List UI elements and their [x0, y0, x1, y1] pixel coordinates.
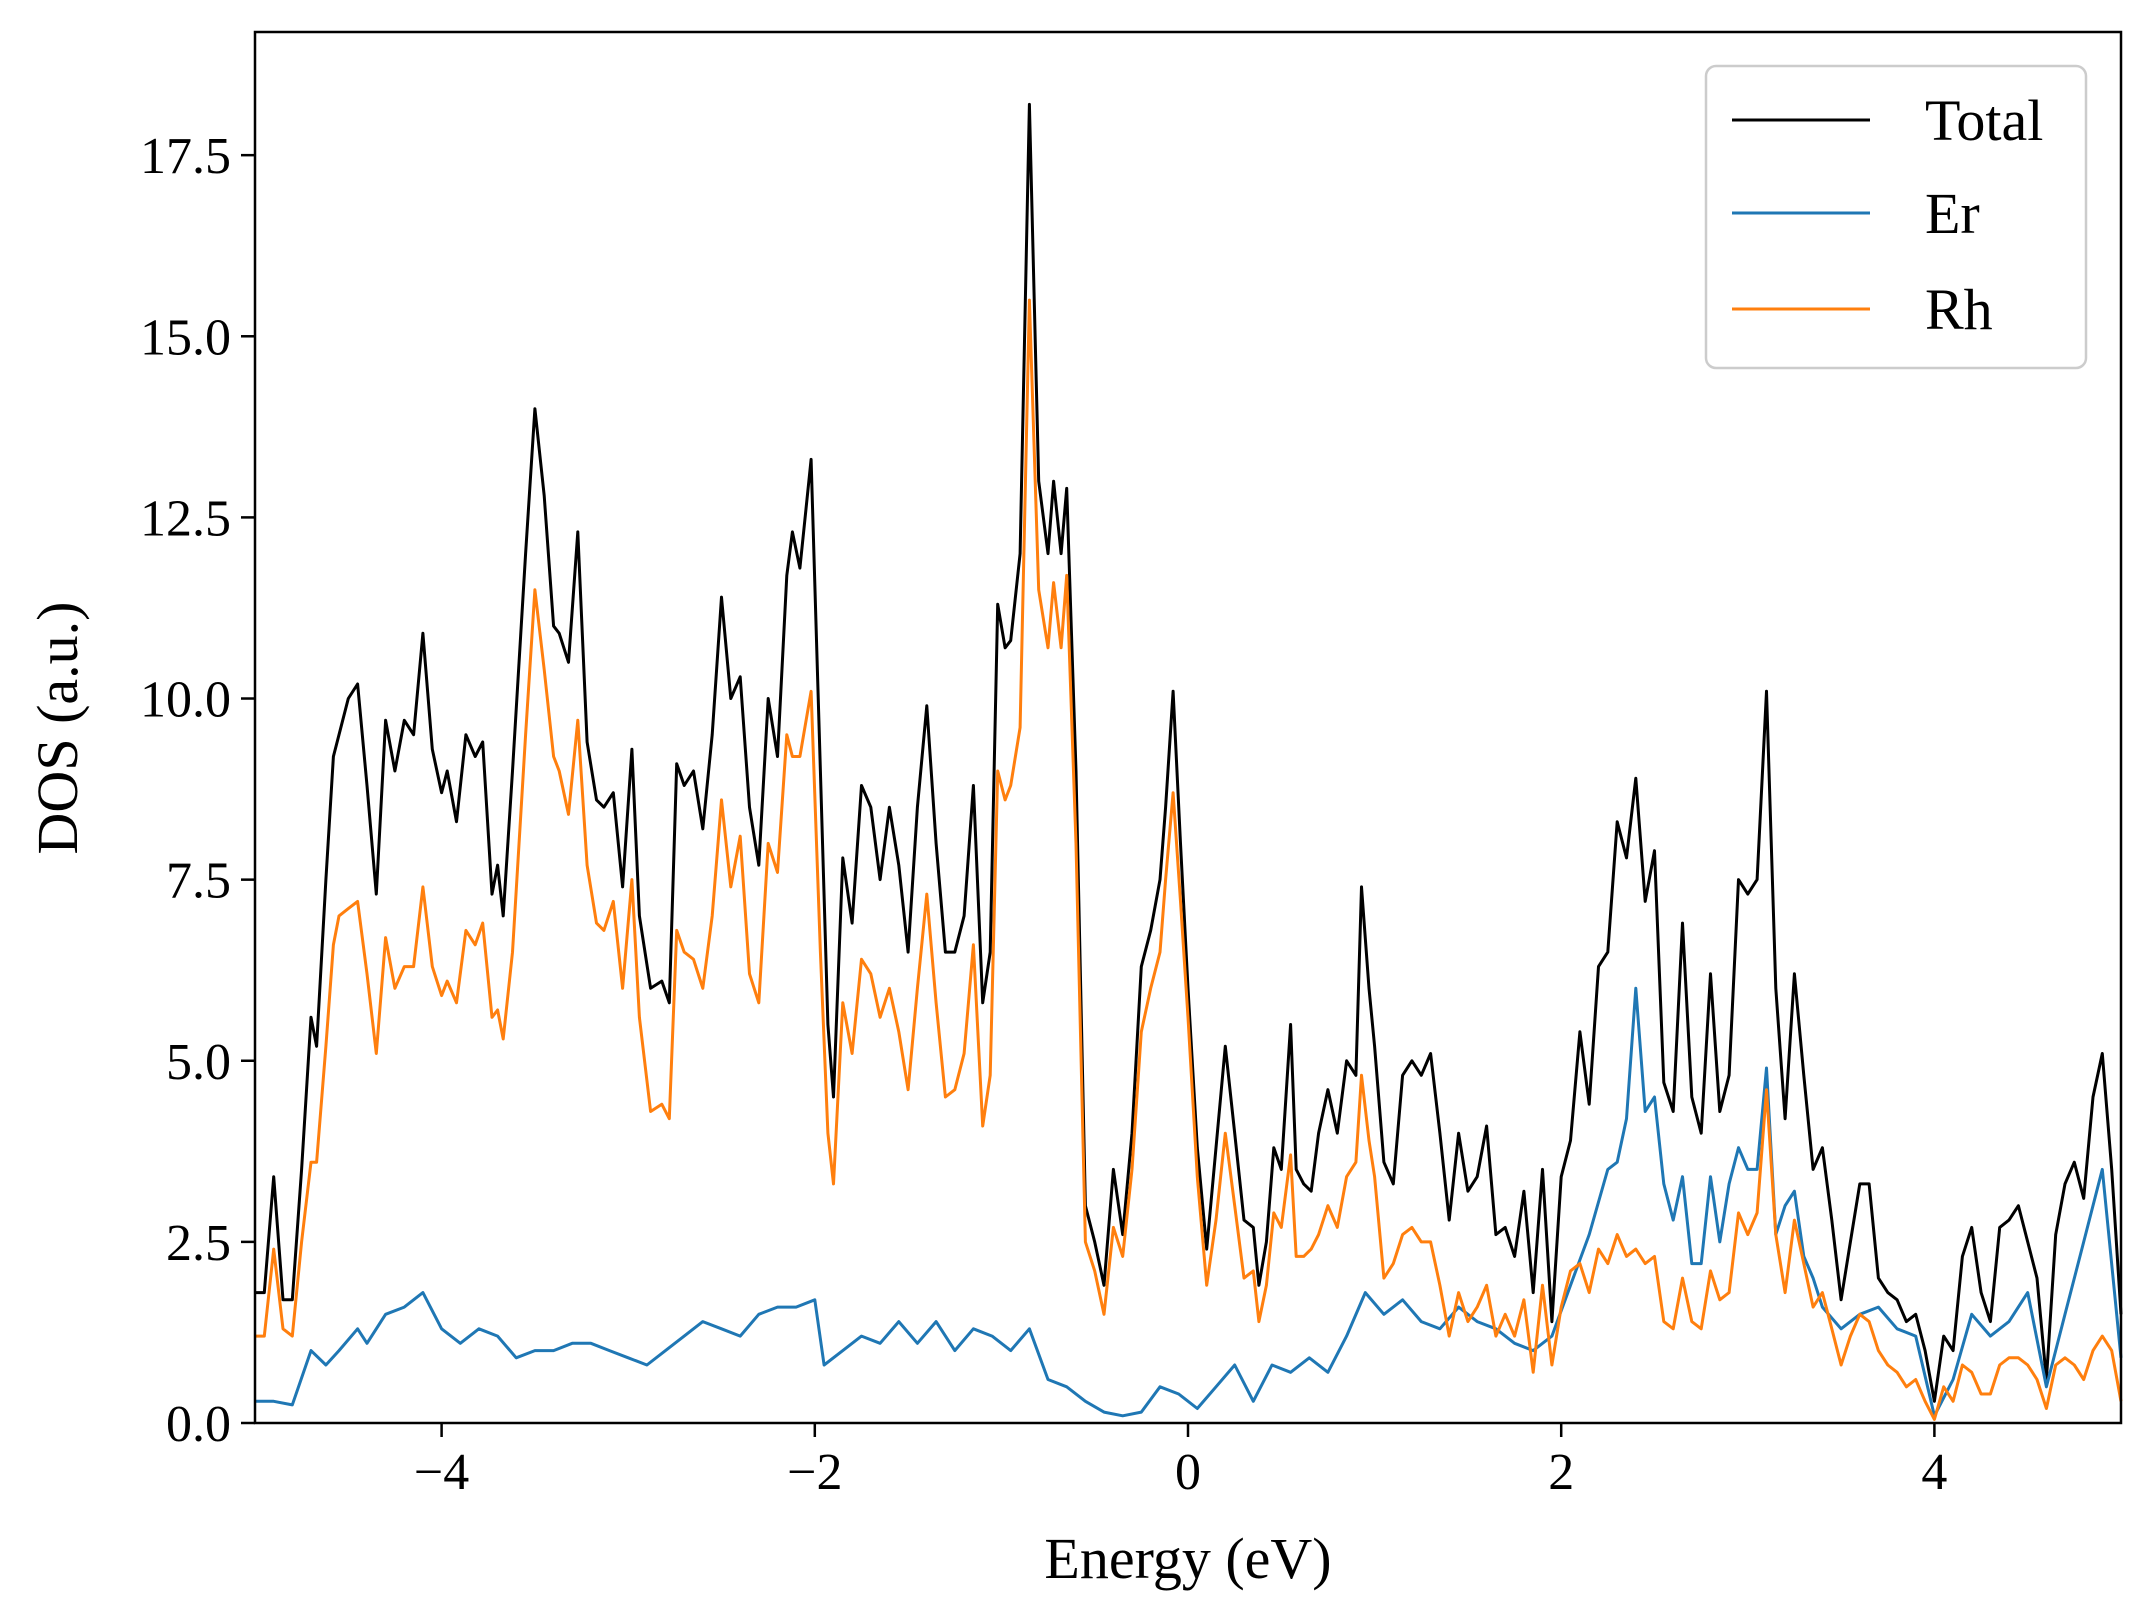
y-tick-label: 10.0 — [140, 672, 231, 729]
legend-box — [1704, 64, 2088, 370]
legend-label-total: Total — [1925, 88, 2043, 153]
y-axis-label: DOS (a.u.) — [25, 602, 90, 855]
legend-label-rh: Rh — [1925, 277, 1993, 342]
x-tick-label: 0 — [1175, 1444, 1201, 1501]
series-layer — [255, 102, 2123, 1421]
y-tick-label: 2.5 — [166, 1215, 231, 1272]
x-tick-label: 4 — [1921, 1444, 1947, 1501]
legend-label-er: Er — [1925, 181, 1980, 246]
x-tick-label: −4 — [414, 1444, 469, 1501]
x-axis-ticks: −4 −2 0 2 4 — [414, 1423, 1947, 1501]
y-tick-label: 15.0 — [140, 309, 231, 366]
x-tick-label: −2 — [787, 1444, 842, 1501]
x-axis-label: Energy (eV) — [1044, 1526, 1331, 1591]
y-tick-label: 17.5 — [140, 128, 231, 185]
y-tick-label: 12.5 — [140, 490, 231, 547]
series-line-er — [255, 986, 2123, 1418]
series-line-rh — [255, 298, 2123, 1421]
y-tick-label: 5.0 — [166, 1034, 231, 1091]
series-line-total — [255, 102, 2123, 1403]
y-tick-label: 0.0 — [166, 1396, 231, 1453]
y-tick-label: 7.5 — [166, 853, 231, 910]
x-tick-label: 2 — [1548, 1444, 1574, 1501]
legend: Total Er Rh — [1704, 64, 2088, 370]
y-axis-ticks: 0.0 2.5 5.0 7.5 10.0 12.5 15.0 17.5 — [140, 128, 255, 1453]
